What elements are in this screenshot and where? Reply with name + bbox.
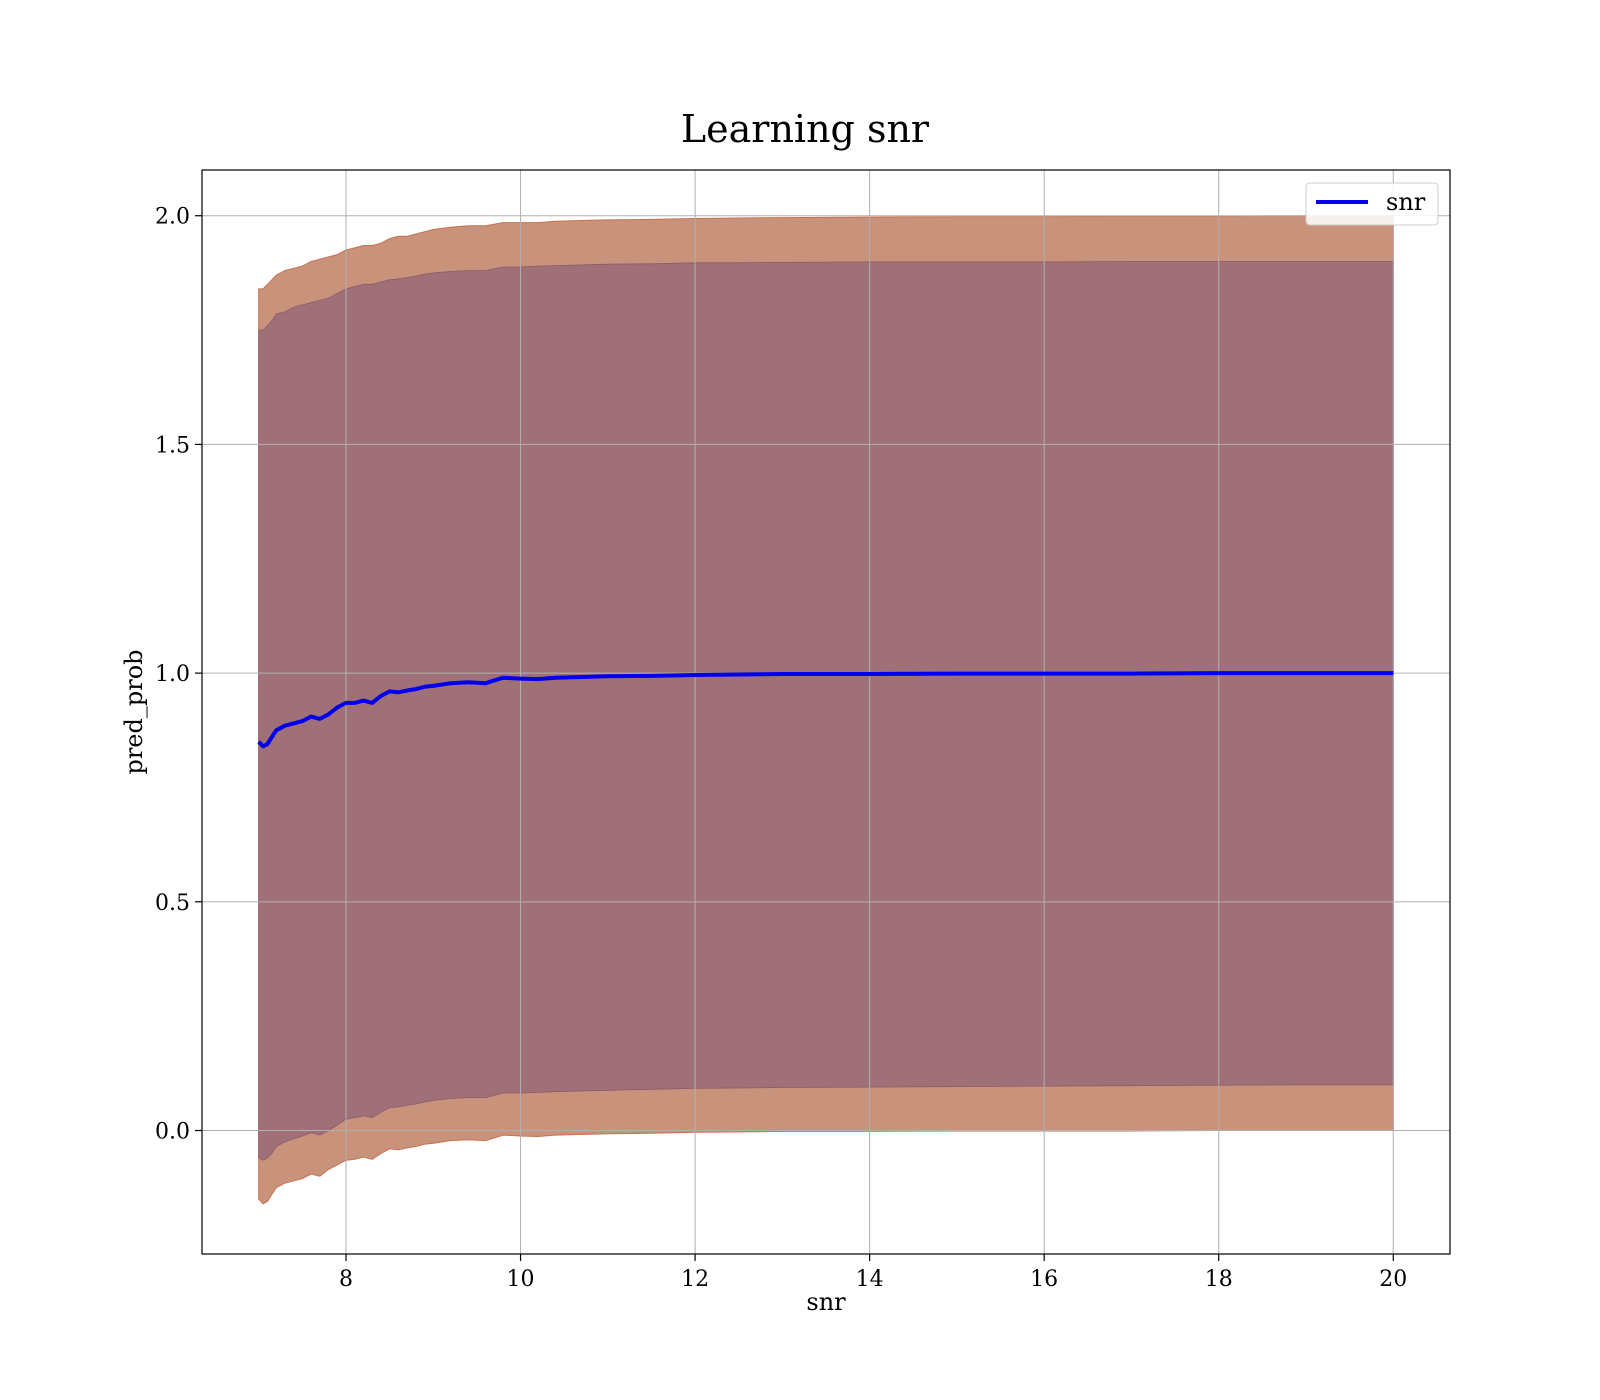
x-tick-label: 12 [681,1267,709,1292]
x-tick-label: 8 [339,1267,353,1292]
chart-title: Learning snr [681,107,930,151]
y-tick-label: 1.0 [155,662,190,687]
series-line-snr [257,671,1394,749]
y-tick-label: 1.5 [155,433,190,458]
x-tick-label: 20 [1379,1267,1407,1292]
confidence-bands [258,215,1394,1205]
series-line-layer [257,671,1394,749]
x-tick-label: 18 [1205,1267,1233,1292]
legend: snr [1305,182,1439,226]
y-tick-label: 0.0 [155,1120,190,1145]
y-axis-ticks: 0.0 0.5 1.0 1.5 2.0 [155,205,202,1145]
x-tick-label: 14 [856,1267,884,1292]
inner-confidence-band [258,261,1394,1161]
x-axis-label: snr [806,1288,846,1316]
y-tick-label: 0.5 [155,891,190,916]
legend-label-snr: snr [1386,188,1426,216]
axes-frame [201,169,1451,1255]
grid-lines [202,170,1450,1254]
y-axis-label: pred_prob [120,649,148,774]
x-axis-ticks: 8 10 12 14 16 18 20 [339,1254,1407,1292]
x-tick-label: 16 [1030,1267,1058,1292]
plot-area [201,169,1451,1255]
x-tick-label: 10 [507,1267,535,1292]
legend-box [1305,182,1439,226]
y-tick-label: 2.0 [155,205,190,230]
